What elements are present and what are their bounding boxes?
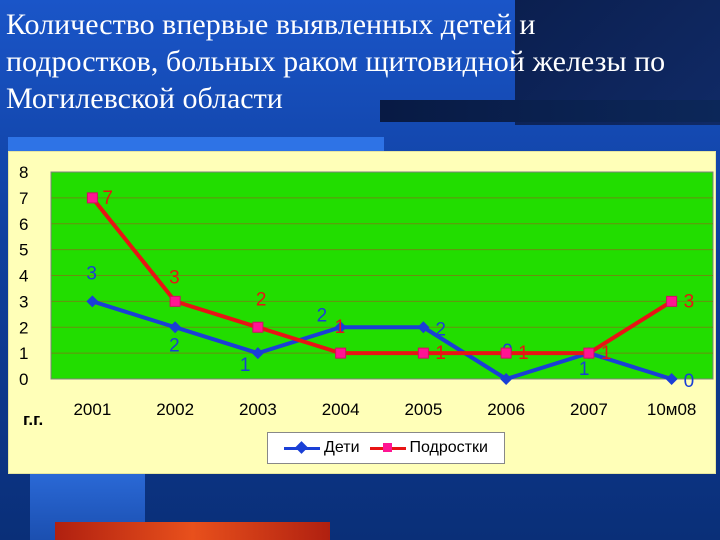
decor-red-bar <box>55 522 330 540</box>
series-line-children <box>91 299 673 381</box>
y-tick-label: 8 <box>19 163 28 182</box>
data-point <box>335 347 347 359</box>
x-tick-label: 2005 <box>404 400 442 419</box>
y-tick-label: 1 <box>19 344 28 363</box>
x-tick-label: 2002 <box>156 400 194 419</box>
data-point <box>417 321 430 334</box>
legend-swatch-children <box>284 440 321 456</box>
x-tick-label: 2006 <box>487 400 525 419</box>
legend-item-children: Дети <box>284 439 360 457</box>
y-tick-label: 6 <box>19 215 28 234</box>
legend: Дети Подростки <box>267 432 505 464</box>
chart-area: 0 1 2 3 4 5 6 7 8 2001 2002 2003 2004 2005 2006 2007 10м… <box>8 151 716 474</box>
data-label: 1 <box>579 359 590 380</box>
data-point <box>500 347 512 359</box>
data-point <box>86 192 98 204</box>
data-point <box>169 295 181 307</box>
y-tick-label: 3 <box>19 292 28 311</box>
data-point <box>86 295 99 308</box>
data-point <box>417 347 429 359</box>
data-label: 3 <box>169 267 180 288</box>
data-point <box>666 295 678 307</box>
y-tick-label: 2 <box>19 318 28 337</box>
series-line-teens <box>90 196 673 356</box>
data-point <box>251 347 264 360</box>
x-axis-label: г.г. <box>23 410 43 429</box>
data-label: 1 <box>335 317 346 338</box>
data-point <box>334 321 347 334</box>
data-label: 1 <box>518 343 529 364</box>
x-tick-label: 2001 <box>73 400 111 419</box>
legend-label-teens: Подростки <box>409 439 488 456</box>
y-tick-label: 7 <box>19 189 28 208</box>
x-tick-label: 2003 <box>239 400 277 419</box>
data-point <box>169 321 182 334</box>
data-label: 2 <box>317 305 328 326</box>
data-point <box>583 347 595 359</box>
x-tick-label: 2007 <box>570 400 608 419</box>
legend-item-teens: Подростки <box>369 439 488 457</box>
data-label: 2 <box>169 335 180 356</box>
data-label: 1 <box>240 355 251 376</box>
data-label: 1 <box>601 343 612 364</box>
decor-dark-strip <box>380 100 720 122</box>
data-point <box>252 321 264 333</box>
data-point <box>665 373 678 385</box>
slide-title: Количество впервые выявленных детей и по… <box>6 8 666 115</box>
data-label: 0 <box>684 371 695 392</box>
y-tick-label: 4 <box>19 267 28 286</box>
decor-light-bar <box>8 137 384 151</box>
data-label: 1 <box>435 343 446 364</box>
data-label: 2 <box>256 289 267 310</box>
data-label: 3 <box>86 263 97 284</box>
y-tick-label: 5 <box>19 241 28 260</box>
legend-label-children: Дети <box>324 439 360 456</box>
x-tick-label: 10м08 <box>647 400 697 419</box>
data-label: 2 <box>435 319 446 340</box>
x-tick-label: 2004 <box>322 400 360 419</box>
legend-swatch-teens <box>369 440 406 456</box>
data-label: 7 <box>102 188 113 209</box>
data-point <box>500 373 513 385</box>
data-label: 3 <box>684 291 695 312</box>
y-tick-label: 0 <box>19 370 28 389</box>
